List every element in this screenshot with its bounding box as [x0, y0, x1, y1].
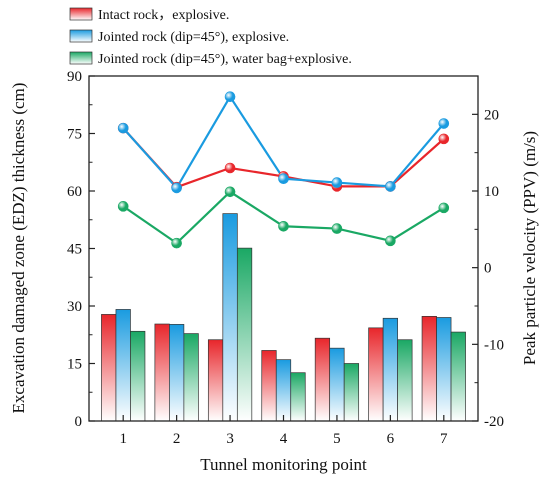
bar-s1-p3: [207, 339, 224, 422]
marker-s2-p7: [438, 118, 450, 129]
marker-s2-p1: [117, 122, 129, 134]
x-tick-label: 4: [280, 431, 288, 447]
x-axis-title: Tunnel monitoring point: [200, 455, 367, 474]
marker-s3-p5: [331, 223, 343, 234]
legend-swatch-s1: [69, 7, 93, 21]
bar-s2-p7: [436, 317, 452, 422]
left-tick-label: 15: [67, 357, 82, 373]
bar-s1-p2: [154, 323, 170, 422]
marker-s3-p2: [171, 237, 182, 249]
marker-s3-p7: [438, 202, 450, 214]
lines-layer: [117, 91, 450, 249]
left-axis-title: Excavation damaged zone (EDZ) thickness …: [9, 83, 28, 414]
bar-s1-p1: [101, 314, 117, 422]
legend-swatch-s2: [69, 29, 93, 43]
bar-s3-p1: [130, 330, 146, 422]
right-axis-title: Peak particle velocity (PPV) (m/s): [520, 131, 539, 365]
legend: Intact rock，explosive. Jointed rock (dip=…: [69, 7, 352, 67]
left-tick-label: 30: [67, 299, 82, 315]
right-y-axis: -20 -10 0 10 20: [472, 75, 504, 430]
x-tick-label: 2: [173, 431, 181, 447]
x-tick-label: 3: [226, 431, 234, 447]
right-tick-label: -20: [484, 414, 504, 430]
bar-s3-p6: [397, 339, 413, 422]
bar-s1-p5: [314, 337, 331, 422]
line-s3: [122, 190, 445, 245]
bar-s3-p5: [343, 363, 360, 422]
legend-label-s1: Intact rock，explosive.: [98, 8, 229, 23]
left-tick-label: 90: [67, 69, 82, 85]
marker-s3-p4: [278, 220, 289, 232]
bar-s1-p4: [261, 350, 277, 422]
left-y-axis: 0 15 30 45 60 75 90: [67, 69, 95, 430]
bar-s1-p6: [368, 327, 384, 422]
x-tick-label: 5: [333, 431, 341, 447]
marker-s2-p4: [278, 173, 289, 185]
marker-s3-p1: [117, 201, 129, 212]
x-axis: 1 2 3 4 5 6 7: [119, 415, 448, 447]
left-tick-label: 60: [67, 184, 82, 200]
marker-s1-p3: [224, 162, 236, 174]
right-tick-label: 10: [484, 184, 499, 200]
marker-s2-p6: [385, 181, 396, 192]
bar-s1-p7: [421, 316, 437, 422]
right-tick-label: 20: [484, 107, 499, 123]
right-tick-label: 0: [484, 261, 492, 277]
legend-label-s3: Jointed rock (dip=45°), water bag+explos…: [98, 52, 352, 67]
bar-s3-p4: [290, 372, 306, 422]
right-tick-label: -10: [484, 337, 504, 353]
left-tick-label: 0: [75, 414, 83, 430]
legend-label-s2: Jointed rock (dip=45°), explosive.: [98, 30, 289, 45]
bar-s2-p4: [275, 359, 292, 422]
bar-s2-p3: [222, 213, 238, 422]
marker-s2-p2: [171, 182, 182, 194]
left-tick-label: 45: [67, 242, 82, 258]
marker-s1-p7: [438, 133, 450, 145]
bar-s3-p2: [183, 333, 199, 422]
marker-s3-p6: [385, 235, 396, 247]
bar-s2-p6: [382, 317, 398, 422]
marker-s2-p5: [331, 177, 343, 188]
marker-s3-p3: [224, 186, 236, 198]
legend-swatch-s3: [69, 51, 93, 65]
bar-s2-p2: [169, 324, 185, 422]
bar-s3-p7: [450, 331, 466, 422]
bar-s2-p1: [115, 309, 131, 422]
marker-s2-p3: [224, 91, 236, 102]
x-tick-label: 7: [440, 431, 448, 447]
left-tick-label: 75: [67, 127, 82, 143]
x-tick-label: 6: [387, 431, 395, 447]
bars-layer: [101, 213, 466, 422]
bar-s3-p3: [236, 247, 253, 422]
bar-s2-p5: [329, 347, 345, 422]
x-tick-label: 1: [119, 431, 127, 447]
